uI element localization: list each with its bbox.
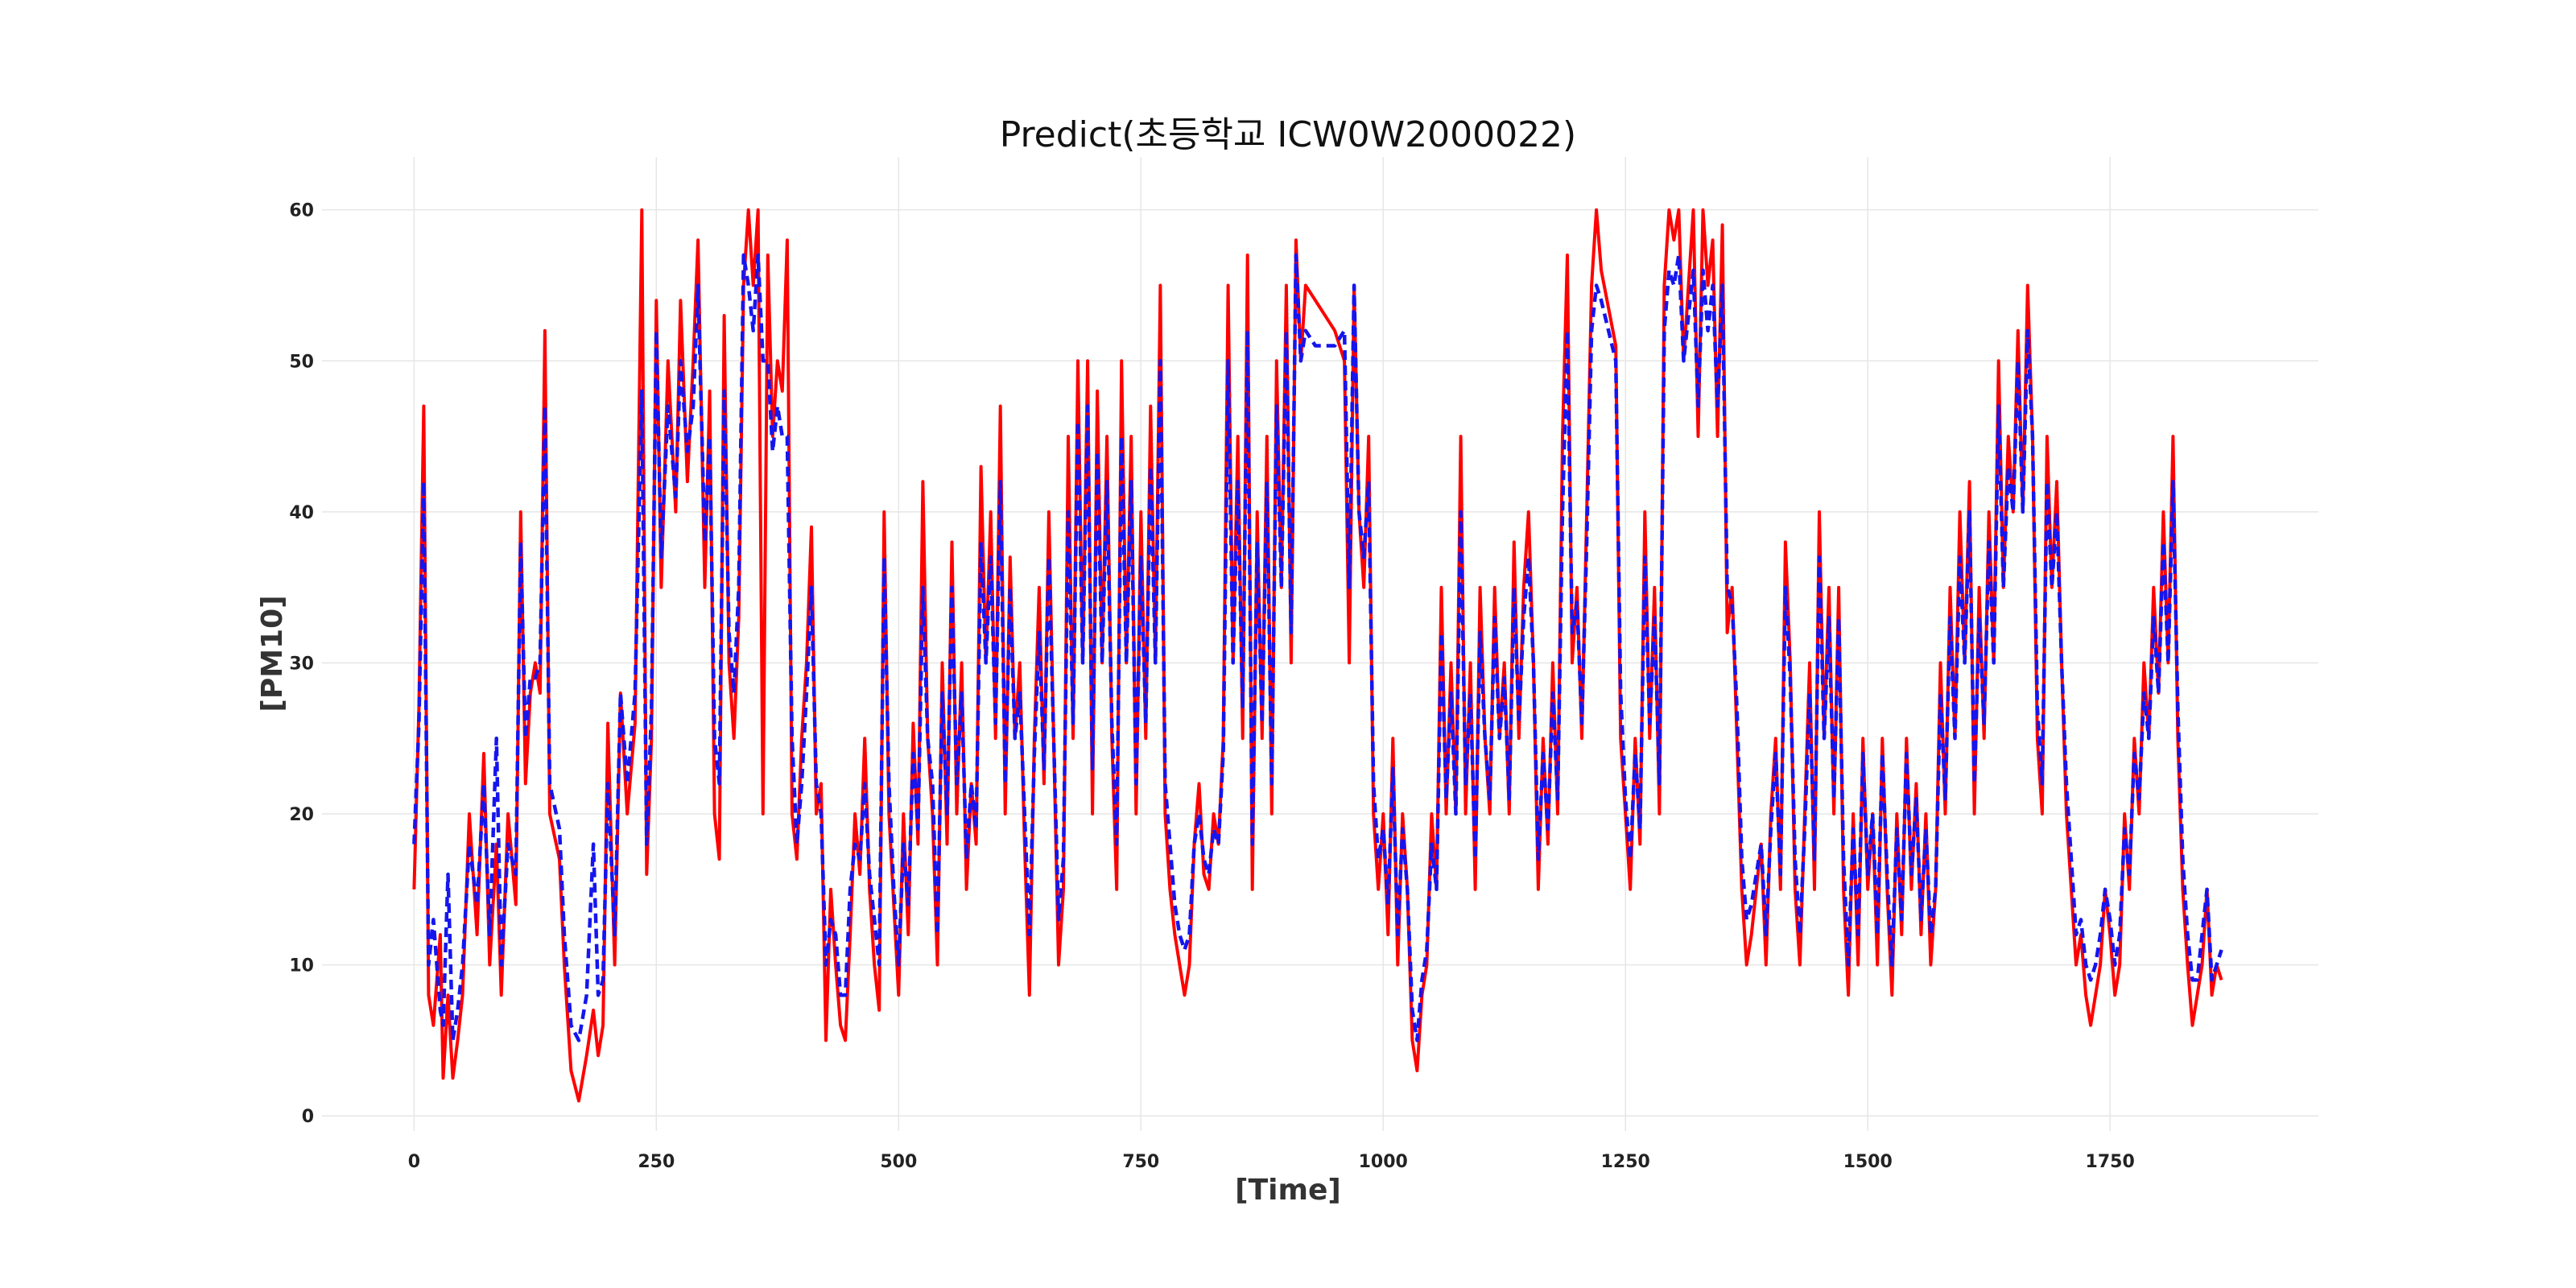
x-tick-label: 1000 [1359, 1152, 1408, 1172]
x-tick-label: 500 [880, 1152, 917, 1172]
y-tick-label: 60 [289, 201, 314, 221]
x-tick-label: 250 [638, 1152, 675, 1172]
chart-title: Predict(초등학교 ICW0W2000022) [1000, 114, 1576, 155]
y-tick-label: 0 [302, 1107, 314, 1127]
series-layer [412, 208, 2223, 1103]
y-tick-label: 40 [289, 503, 314, 523]
grid [322, 157, 2318, 1131]
y-tick-label: 30 [289, 654, 314, 674]
y-axis-label: [PM10] [256, 595, 289, 712]
x-tick-label: 1250 [1601, 1152, 1650, 1172]
x-axis-label: [Time] [1235, 1174, 1341, 1207]
y-tick-label: 10 [289, 956, 314, 976]
x-tick-label: 750 [1122, 1152, 1159, 1172]
tick-labels: 0 250 500 750 1000 1250 1500 1750 0 10 20 30 40 50 60 [289, 201, 2134, 1172]
y-tick-label: 50 [289, 352, 314, 372]
predicted-series-line [412, 253, 2223, 1042]
x-tick-label: 0 [408, 1152, 420, 1172]
x-tick-label: 1750 [2086, 1152, 2135, 1172]
x-tick-label: 1500 [1843, 1152, 1893, 1172]
y-tick-label: 20 [289, 805, 314, 825]
